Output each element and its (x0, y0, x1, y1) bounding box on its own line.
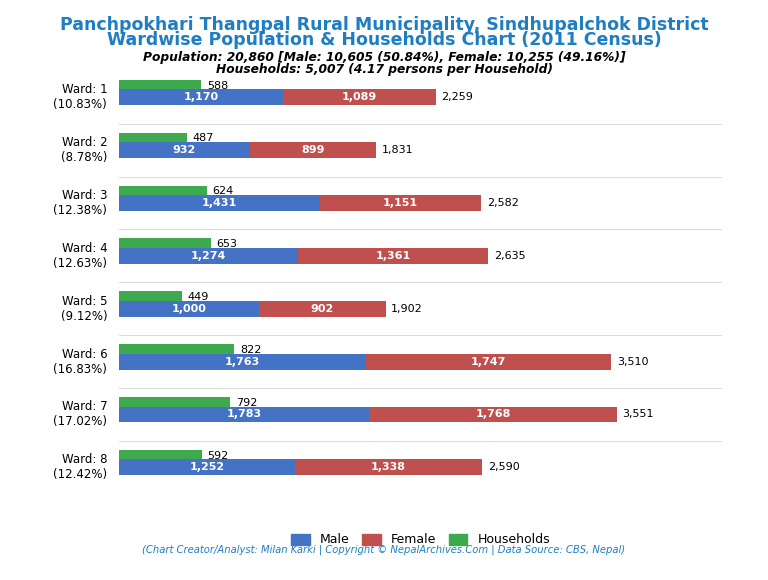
Bar (119, 450, 202, 462)
Bar (298, 248, 488, 264)
Bar (119, 291, 182, 303)
Text: 592: 592 (207, 451, 229, 461)
Bar (119, 133, 187, 144)
Bar (119, 248, 298, 264)
Bar (119, 186, 207, 197)
Text: 653: 653 (217, 239, 237, 249)
Bar (119, 79, 201, 92)
Text: 1,831: 1,831 (382, 145, 413, 155)
Text: 1,783: 1,783 (227, 409, 262, 419)
Text: 899: 899 (301, 145, 325, 155)
Text: 1,274: 1,274 (190, 251, 226, 261)
Text: 932: 932 (173, 145, 196, 155)
Text: Panchpokhari Thangpal Rural Municipality, Sindhupalchok District: Panchpokhari Thangpal Rural Municipality… (60, 16, 708, 34)
Bar (250, 142, 376, 158)
Text: 487: 487 (193, 133, 214, 143)
Bar (369, 407, 617, 422)
Text: 902: 902 (311, 304, 334, 314)
Bar (119, 344, 234, 356)
Text: Households: 5,007 (4.17 persons per Household): Households: 5,007 (4.17 persons per Hous… (216, 63, 552, 75)
Bar (119, 301, 260, 317)
Text: 1,431: 1,431 (202, 198, 237, 208)
Text: 449: 449 (187, 292, 209, 302)
Bar (319, 195, 481, 211)
Text: 1,902: 1,902 (392, 304, 423, 314)
Bar (283, 89, 435, 105)
Text: 2,582: 2,582 (487, 198, 518, 208)
Text: 3,551: 3,551 (623, 409, 654, 419)
Text: (Chart Creator/Analyst: Milan Karki | Copyright © NepalArchives.Com | Data Sourc: (Chart Creator/Analyst: Milan Karki | Co… (142, 544, 626, 554)
Legend: Male, Female, Households: Male, Female, Households (286, 528, 555, 552)
Text: 1,768: 1,768 (475, 409, 511, 419)
Text: 1,361: 1,361 (376, 251, 411, 261)
Text: 822: 822 (240, 345, 261, 355)
Bar (119, 238, 210, 250)
Bar (260, 301, 386, 317)
Bar (119, 407, 369, 422)
Bar (119, 397, 230, 409)
Text: 792: 792 (236, 398, 257, 408)
Text: 2,590: 2,590 (488, 462, 519, 472)
Text: 2,635: 2,635 (494, 251, 526, 261)
Bar (119, 89, 283, 105)
Text: 3,510: 3,510 (617, 357, 648, 367)
Bar (295, 459, 482, 475)
Text: 588: 588 (207, 81, 228, 90)
Text: Population: 20,860 [Male: 10,605 (50.84%), Female: 10,255 (49.16%)]: Population: 20,860 [Male: 10,605 (50.84%… (143, 51, 625, 64)
Text: 1,338: 1,338 (371, 462, 406, 472)
Bar (119, 459, 295, 475)
Text: 1,170: 1,170 (184, 92, 219, 102)
Text: 1,747: 1,747 (471, 357, 506, 367)
Text: 1,763: 1,763 (225, 357, 260, 367)
Bar (366, 354, 611, 369)
Text: 1,252: 1,252 (189, 462, 224, 472)
Text: 624: 624 (212, 186, 233, 196)
Text: 2,259: 2,259 (442, 92, 473, 102)
Text: 1,151: 1,151 (382, 198, 418, 208)
Text: Wardwise Population & Households Chart (2011 Census): Wardwise Population & Households Chart (… (107, 31, 661, 49)
Bar (119, 195, 319, 211)
Bar (119, 354, 366, 369)
Bar (119, 142, 250, 158)
Text: 1,000: 1,000 (172, 304, 207, 314)
Text: 1,089: 1,089 (342, 92, 377, 102)
